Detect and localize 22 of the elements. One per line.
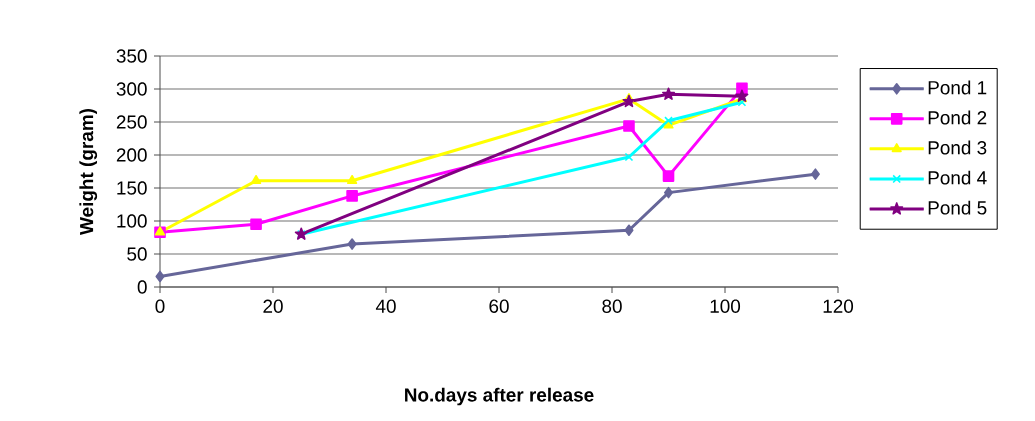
y-tick-label: 50	[127, 247, 147, 261]
legend-label: Pond 4	[928, 170, 987, 185]
y-tick-label: 100	[117, 214, 147, 228]
x-tick-label: 100	[710, 299, 741, 313]
legend-label: Pond 1	[928, 80, 987, 95]
x-tick-label: 20	[263, 299, 283, 313]
x-tick-label: 0	[155, 299, 165, 313]
x-tick-label: 80	[602, 299, 622, 313]
x-tick-label: 120	[823, 299, 854, 313]
y-tick-label: 150	[117, 181, 147, 195]
y-axis-title: Weight (gram)	[79, 109, 98, 235]
y-tick-label: 0	[137, 280, 147, 294]
y-tick-label: 300	[116, 82, 147, 96]
x-tick-label: 60	[489, 299, 509, 313]
y-tick-label: 200	[116, 148, 147, 162]
x-axis-title: No.days after release	[405, 387, 594, 406]
y-tick-label: 250	[116, 115, 147, 129]
y-tick-label: 350	[116, 49, 147, 63]
legend-label: Pond 3	[928, 140, 987, 155]
legend-label: Pond 2	[928, 110, 987, 125]
legend-label: Pond 5	[928, 200, 987, 215]
x-tick-label: 40	[375, 299, 396, 313]
